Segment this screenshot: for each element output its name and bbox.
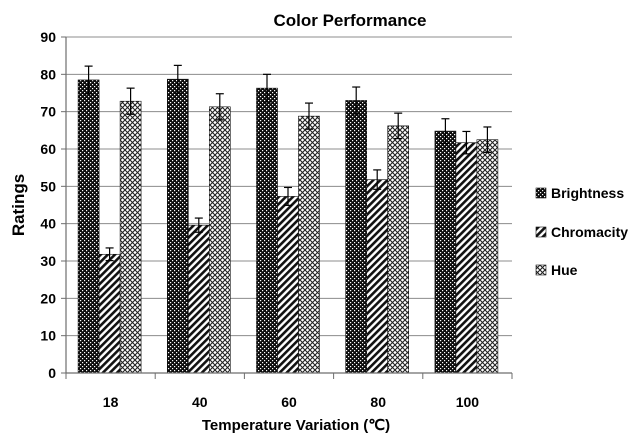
bar-brightness-60 — [256, 87, 278, 374]
y-tick-label: 80 — [40, 66, 56, 82]
bar-hue-40 — [209, 106, 231, 374]
y-tick-label: 70 — [40, 104, 56, 120]
x-tick-label: 60 — [281, 394, 297, 410]
y-tick-label: 0 — [48, 365, 56, 381]
x-axis-ticks: 18 40 60 80 100 — [65, 373, 513, 410]
bar-brightness-40 — [167, 78, 189, 374]
bar-brightness-18 — [77, 79, 100, 374]
x-axis-title: Temperature Variation (℃) — [202, 417, 390, 434]
legend-swatch-chromacity — [535, 226, 547, 238]
x-tick-label: 40 — [192, 394, 208, 410]
y-tick-label: 30 — [40, 253, 56, 269]
error-bars — [84, 64, 492, 262]
legend: Brightness Chromacity Hue — [535, 185, 628, 278]
x-tick-label: 18 — [103, 394, 119, 410]
legend-label-hue: Hue — [551, 262, 578, 278]
chart-title: Color Performance — [273, 11, 426, 30]
bar-chromacity-100 — [455, 142, 478, 374]
legend-swatch-hue — [535, 264, 547, 276]
bar-chromacity-80 — [366, 179, 389, 374]
axes — [65, 37, 512, 374]
bar-hue-80 — [387, 125, 410, 374]
legend-label-brightness: Brightness — [551, 185, 624, 201]
bar-hue-18 — [119, 100, 142, 374]
bar-brightness-100 — [434, 130, 457, 374]
y-tick-label: 60 — [40, 141, 56, 157]
x-tick-label: 100 — [456, 394, 480, 410]
bar-chromacity-60 — [277, 196, 299, 374]
bar-chromacity-18 — [98, 253, 121, 374]
bars — [77, 78, 499, 374]
legend-swatch-brightness — [535, 187, 547, 199]
y-tick-label: 40 — [40, 216, 56, 232]
y-tick-label: 90 — [40, 29, 56, 45]
bar-chromacity-40 — [188, 224, 210, 374]
bar-hue-60 — [298, 115, 320, 374]
y-tick-label: 10 — [40, 328, 56, 344]
y-axis-title: Ratings — [9, 174, 28, 236]
bar-hue-100 — [476, 139, 499, 374]
y-axis-ticks: 0 10 20 30 40 50 60 70 80 90 — [40, 29, 66, 381]
bar-brightness-80 — [345, 100, 368, 374]
y-tick-label: 20 — [40, 290, 56, 306]
y-tick-label: 50 — [40, 178, 56, 194]
legend-label-chromacity: Chromacity — [551, 224, 628, 240]
x-tick-label: 80 — [370, 394, 386, 410]
